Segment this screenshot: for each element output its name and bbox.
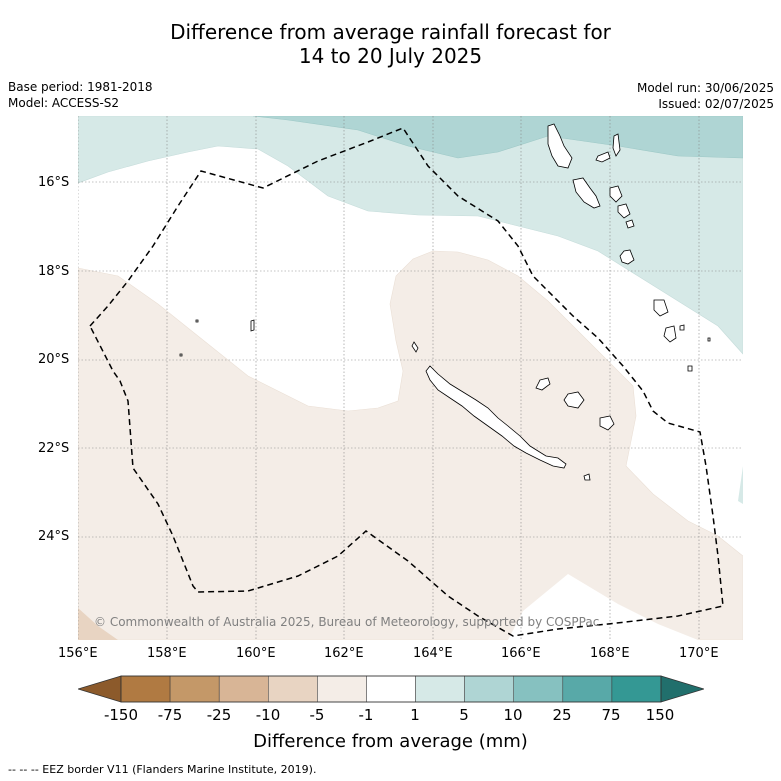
base-period-text: Base period: 1981-2018 (8, 80, 153, 94)
colorbar-tick-label: 10 (503, 706, 523, 724)
graticule (78, 116, 743, 640)
colorbar-segment (366, 675, 416, 703)
colorbar-segment (415, 675, 465, 703)
wet-light-region (78, 116, 743, 355)
lon-label-156e: 156°E (58, 646, 98, 661)
neutral-cutout (508, 574, 698, 640)
colorbar-tick-label: 5 (459, 706, 469, 724)
dry-medium-corner (78, 608, 118, 640)
colorbar-tick-label: -25 (206, 706, 232, 724)
colorbar-segment (611, 675, 662, 703)
lat-label-16s: 16°S (38, 175, 70, 190)
colorbar-tick-label: 150 (645, 706, 675, 724)
wet-medium-region (252, 116, 743, 159)
colorbar-tick-label: 1 (410, 706, 420, 724)
eez-legend-footer: -- -- -- EEZ border V11 (Flanders Marine… (8, 763, 317, 776)
colorbar-segment (562, 675, 613, 703)
colorbar-tick-label: 75 (601, 706, 621, 724)
dry-light-region (78, 250, 743, 640)
lon-label-158e: 158°E (147, 646, 187, 661)
colorbar-extend-low (78, 675, 122, 703)
copyright-text: © Commonwealth of Australia 2025, Bureau… (94, 615, 599, 629)
colorbar-segment (120, 675, 171, 703)
colorbar-tick-label: -75 (157, 706, 183, 724)
lat-label-24s: 24°S (38, 529, 70, 544)
land-masses (179, 123, 711, 481)
colorbar-segment (268, 675, 318, 703)
map-panel: © Commonwealth of Australia 2025, Bureau… (78, 116, 743, 640)
map-title-line2: 14 to 20 July 2025 (298, 44, 483, 68)
new-caledonia-island (425, 365, 567, 469)
colorbar-tick-label: -150 (103, 706, 139, 724)
lat-label-20s: 20°S (38, 352, 70, 367)
lon-label-168e: 168°E (590, 646, 630, 661)
colorbar (78, 675, 704, 703)
colorbar-tick-label: -1 (358, 706, 374, 724)
lat-label-22s: 22°S (38, 441, 70, 456)
issued-text: Issued: 02/07/2025 (658, 97, 774, 111)
map-title-line1: Difference from average rainfall forecas… (170, 20, 611, 44)
colorbar-title: Difference from average (mm) (253, 731, 528, 752)
colorbar-extend-high (660, 675, 704, 703)
colorbar-segment (169, 675, 220, 703)
lon-label-160e: 160°E (236, 646, 276, 661)
lon-label-162e: 162°E (324, 646, 364, 661)
colorbar-tick-label: -10 (255, 706, 281, 724)
lat-label-18s: 18°S (38, 264, 70, 279)
colorbar-segment (317, 675, 367, 703)
colorbar-segment (513, 675, 564, 703)
colorbar-tick-label: -5 (309, 706, 325, 724)
colorbar-tick-label: 25 (552, 706, 572, 724)
lon-label-170e: 170°E (679, 646, 719, 661)
eez-border (89, 127, 724, 637)
colorbar-segment (464, 675, 514, 703)
wet-light-patch (738, 466, 743, 504)
lon-label-166e: 166°E (501, 646, 541, 661)
model-run-text: Model run: 30/06/2025 (636, 81, 774, 95)
lon-label-164e: 164°E (413, 646, 453, 661)
colorbar-segment (218, 675, 269, 703)
model-text: Model: ACCESS-S2 (8, 96, 120, 110)
